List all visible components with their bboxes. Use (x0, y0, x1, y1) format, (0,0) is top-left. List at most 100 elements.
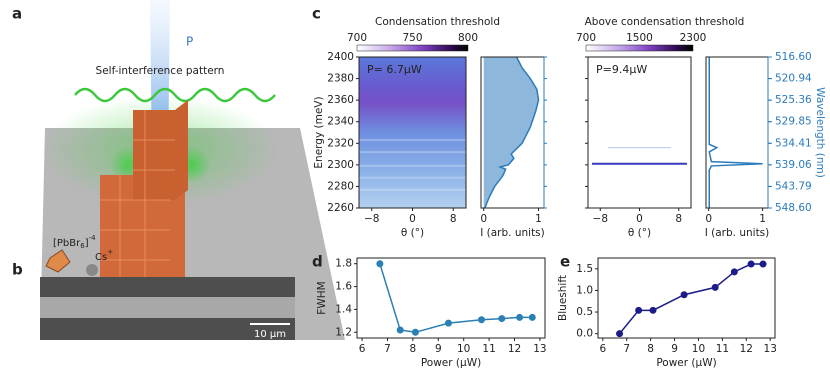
panel-label: e (560, 253, 570, 271)
y-tick-label: 1.5 (576, 263, 593, 275)
data-point (498, 315, 506, 323)
y2-tick-label: 539.06 (775, 159, 812, 171)
x-tick-label: 0 (705, 213, 712, 225)
x-tick-label: 11 (482, 343, 495, 355)
plot-frame (356, 257, 546, 339)
y-tick-label: 1.4 (335, 303, 352, 315)
colorbar-tick-label: 2300 (680, 32, 707, 44)
x-tick-label: 1 (759, 213, 766, 225)
x-axis-label: I (arb. units) (705, 227, 770, 239)
x-axis-label: I (arb. units) (480, 227, 545, 239)
data-point (616, 330, 624, 338)
y-tick-label: 2260 (327, 202, 354, 214)
y2-tick-label: 529.85 (775, 116, 812, 128)
x-tick-label: 0 (409, 213, 416, 225)
x-axis-label: Power (μW) (656, 357, 716, 369)
y-axis-label: Energy (meV) (313, 96, 325, 168)
plot-title: Condensation threshold (375, 16, 500, 28)
ion-close: ] (85, 238, 89, 249)
colorbar-tick-label: 800 (458, 32, 478, 44)
y2-axis-label: Wavelength (nm) (814, 87, 826, 178)
data-point (411, 328, 419, 336)
ion: [PbBr (53, 238, 81, 249)
y-axis-label: Blueshift (557, 275, 569, 321)
x-tick-label: 7 (623, 343, 630, 355)
ion-sup: -4 (89, 234, 97, 242)
x-tick-label: 6 (359, 343, 366, 355)
x-tick-label: 6 (599, 343, 606, 355)
pattern-label: Self-interference pattern (96, 65, 225, 77)
y-axis-label: FWHM (316, 281, 328, 314)
plot-frame (597, 257, 776, 339)
data-line (379, 263, 533, 334)
y-tick-label: 2380 (327, 73, 354, 85)
y-tick-label: 1.8 (335, 258, 352, 270)
x-tick-label: 0 (480, 213, 487, 225)
colorbar-tick-label: 750 (402, 32, 422, 44)
spectrum-line (484, 56, 540, 209)
x-tick-label: 12 (740, 343, 753, 355)
cation: Cs (95, 252, 107, 263)
data-point (528, 313, 536, 321)
x-tick-label: 10 (692, 343, 705, 355)
y-tick-label: 2400 (327, 51, 354, 63)
spectrum-area (483, 57, 539, 208)
y2-tick-label: 520.94 (775, 73, 812, 85)
colorbar-tick-label: 700 (576, 32, 596, 44)
y-tick-label: 2300 (327, 159, 354, 171)
data-point (649, 306, 657, 314)
heatmap-image (588, 57, 691, 208)
x-tick-label: 11 (716, 343, 729, 355)
y2-tick-label: 516.60 (775, 51, 812, 63)
annotation: P=9.4μW (596, 63, 647, 76)
colorbar (356, 44, 469, 52)
y-tick-label: 1.2 (335, 326, 352, 338)
data-point (759, 260, 767, 268)
plot-frame (705, 56, 769, 209)
x-axis-label: θ (°) (401, 227, 424, 239)
y2-tick-label: 543.79 (775, 180, 812, 192)
data-point (516, 313, 524, 321)
x-tick-label: 8 (450, 213, 457, 225)
data-point (444, 319, 452, 327)
panel-label: d (312, 253, 323, 271)
spectrum-line (708, 57, 763, 208)
x-tick-label: 9 (435, 343, 442, 355)
colorbar-tick-label: 700 (347, 32, 367, 44)
x-tick-label: 8 (647, 343, 654, 355)
colorbar-tick-label: 1500 (626, 32, 653, 44)
ion-sub: 6 (80, 242, 85, 250)
x-axis-label: Power (μW) (421, 357, 481, 369)
y-tick-label: 1.0 (576, 284, 593, 296)
panel-label: b (12, 261, 23, 279)
x-tick-label: 8 (675, 213, 682, 225)
x-tick-label: 0 (636, 213, 643, 225)
plot-title: Above condensation threshold (585, 16, 745, 28)
cation-label: Cs+ (95, 248, 113, 263)
panel-label: c (312, 5, 321, 23)
y-tick-label: 2320 (327, 137, 354, 149)
panel-label: a (12, 5, 22, 23)
y2-tick-label: 525.36 (775, 94, 812, 106)
x-tick-label: −8 (593, 213, 608, 225)
schematic (40, 0, 345, 340)
data-point (747, 260, 755, 268)
y-tick-label: 2340 (327, 116, 354, 128)
annotation: P= 6.7μW (367, 63, 422, 76)
x-tick-label: 9 (671, 343, 678, 355)
y-tick-label: 0.0 (576, 328, 593, 340)
y-tick-label: 0.5 (576, 306, 593, 318)
x-tick-label: 12 (508, 343, 521, 355)
data-point (680, 291, 688, 299)
data-point (376, 260, 384, 268)
x-tick-label: 7 (384, 343, 391, 355)
x-tick-label: −8 (364, 213, 379, 225)
data-point (396, 326, 404, 334)
colorbar (585, 44, 694, 52)
y2-tick-label: 534.41 (775, 137, 812, 149)
data-point (711, 283, 719, 291)
y-tick-label: 2280 (327, 180, 354, 192)
scale-bar-label: 10 μm (254, 329, 286, 340)
